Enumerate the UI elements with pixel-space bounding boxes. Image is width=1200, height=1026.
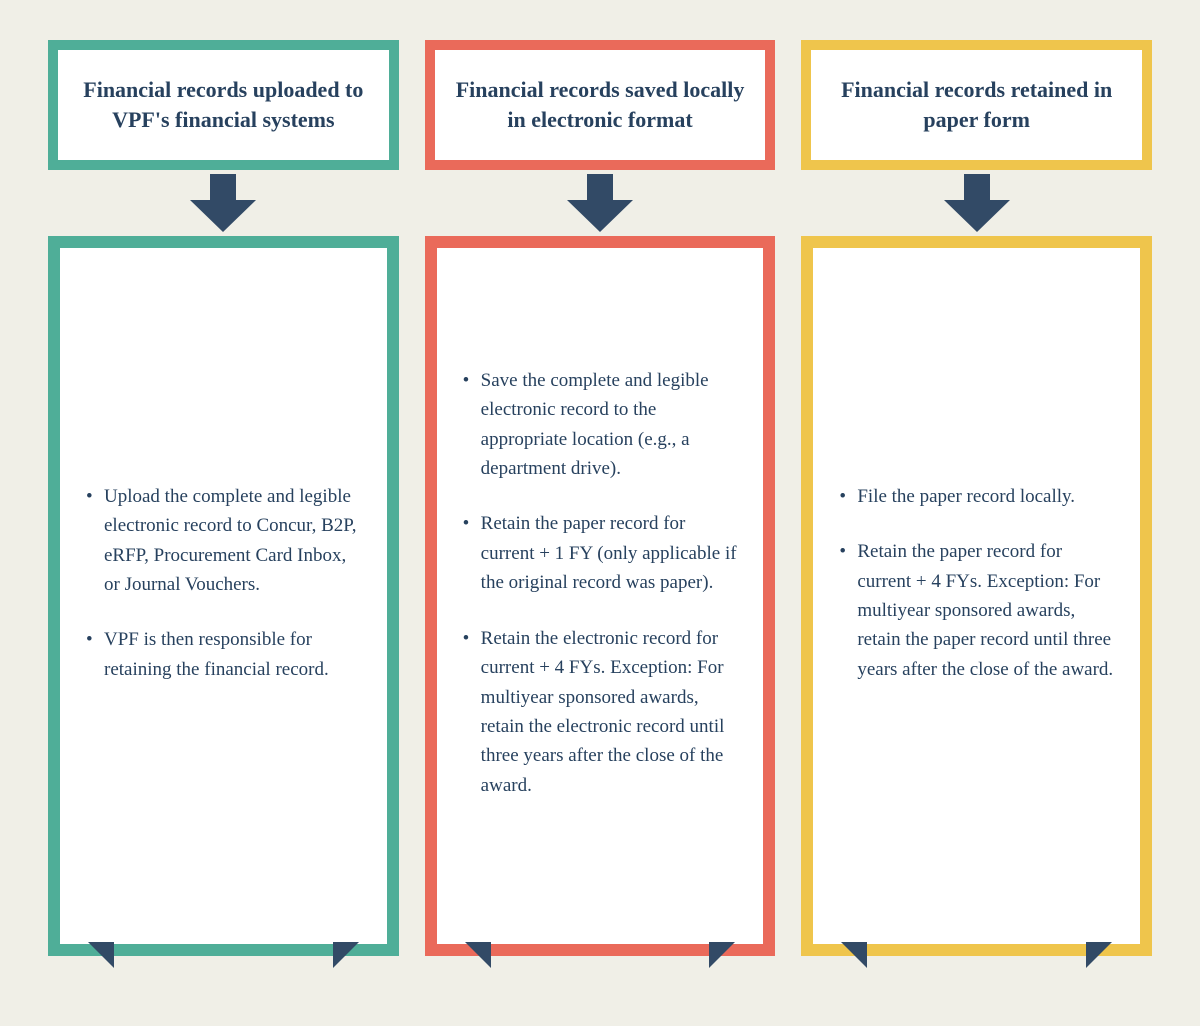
list-item: VPF is then responsible for retaining th… [84,625,363,684]
bullet-list-1: Upload the complete and legible electron… [84,482,363,711]
header-box-2: Financial records saved locally in elect… [425,40,776,170]
down-arrow-icon [944,174,1010,232]
content-box-2: Save the complete and legible electronic… [425,236,776,956]
list-item: Retain the paper record for current + 4 … [837,537,1116,684]
list-item: Retain the electronic record for current… [461,624,740,801]
down-arrow-icon [567,174,633,232]
list-item: File the paper record locally. [837,482,1116,511]
header-box-1: Financial records uploaded to VPF's fina… [48,40,399,170]
columns-container: Financial records uploaded to VPF's fina… [48,40,1152,956]
header-box-3: Financial records retained in paper form [801,40,1152,170]
content-box-3: File the paper record locally. Retain th… [801,236,1152,956]
down-arrow-icon [190,174,256,232]
header-title-1: Financial records uploaded to VPF's fina… [76,75,371,134]
list-item: Retain the paper record for current + 1 … [461,509,740,597]
header-title-2: Financial records saved locally in elect… [453,75,748,134]
list-item: Upload the complete and legible electron… [84,482,363,600]
column-2: Financial records saved locally in elect… [425,40,776,956]
list-item: Save the complete and legible electronic… [461,366,740,484]
notch-decoration [60,942,387,968]
bullet-list-2: Save the complete and legible electronic… [461,366,740,827]
bullet-list-3: File the paper record locally. Retain th… [837,482,1116,711]
column-3: Financial records retained in paper form… [801,40,1152,956]
column-1: Financial records uploaded to VPF's fina… [48,40,399,956]
notch-decoration [437,942,764,968]
content-box-1: Upload the complete and legible electron… [48,236,399,956]
notch-decoration [813,942,1140,968]
header-title-3: Financial records retained in paper form [829,75,1124,134]
